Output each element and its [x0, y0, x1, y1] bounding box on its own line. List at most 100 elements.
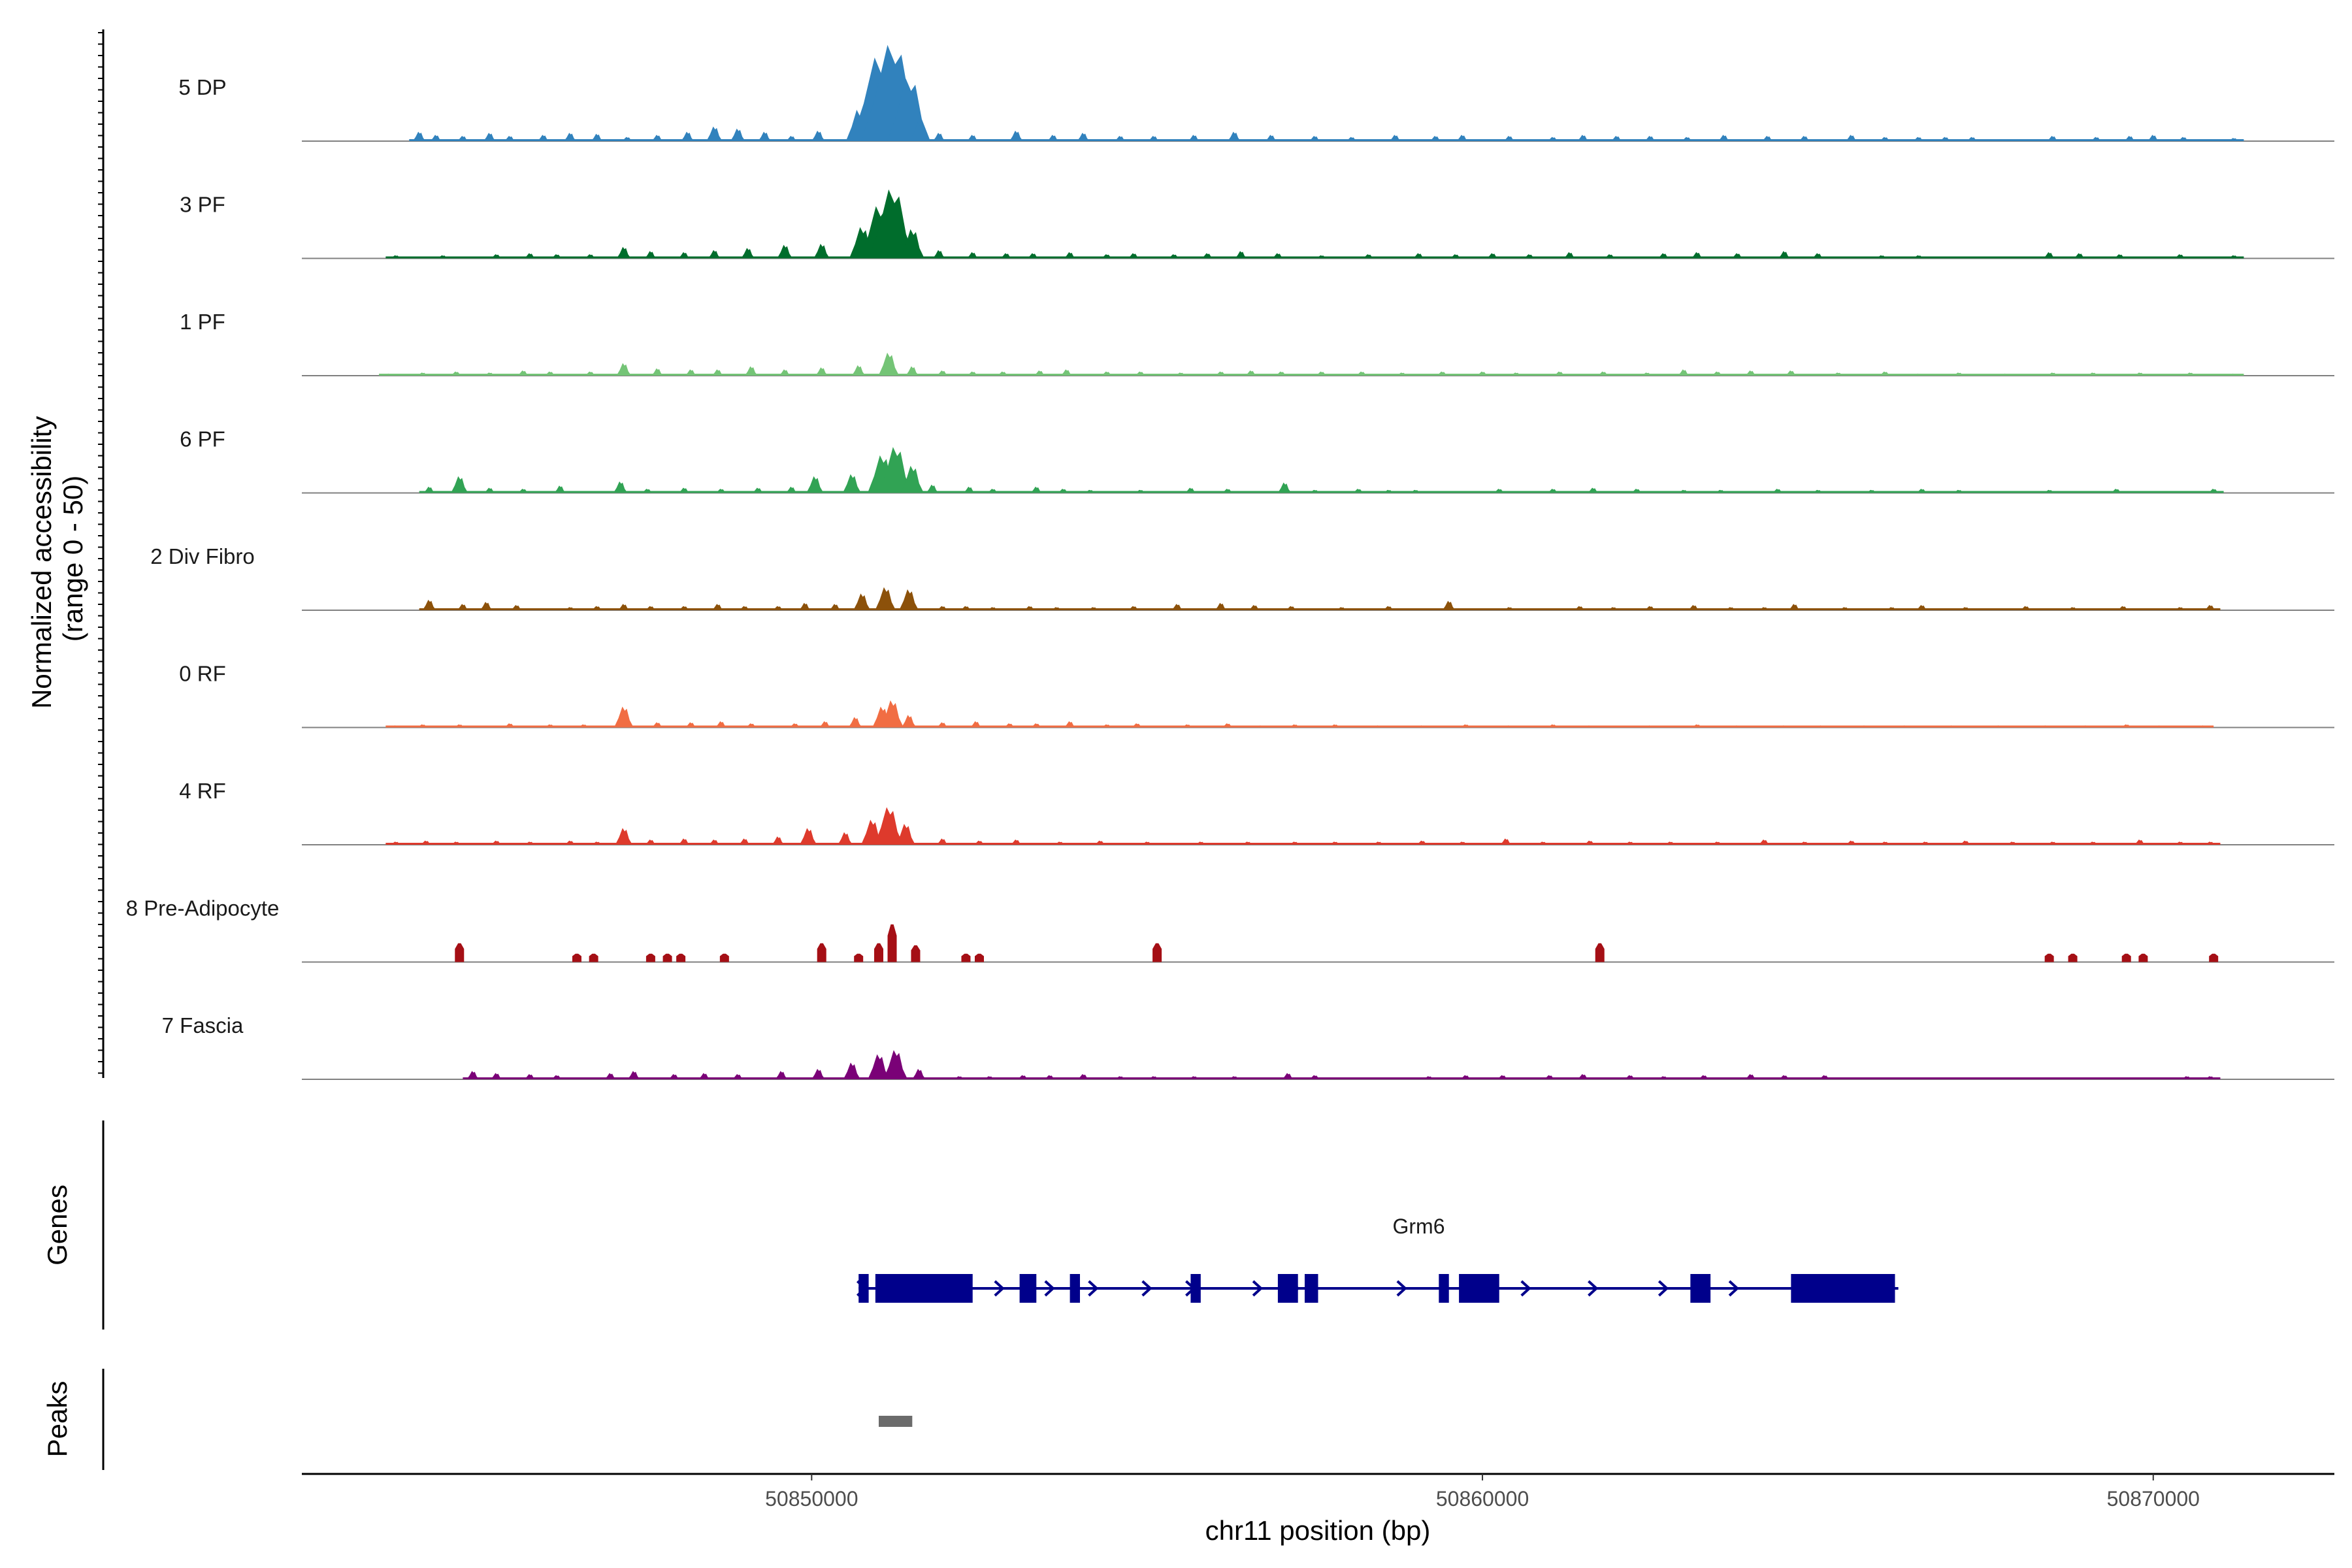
coverage-peak [1456, 135, 1469, 141]
coverage-peak [1460, 1075, 1472, 1079]
coverage-peak [1778, 725, 1791, 728]
coverage-peak [815, 367, 828, 376]
coverage-peak [524, 253, 536, 259]
coverage-peak [1624, 1075, 1636, 1079]
coverage-peak [604, 1073, 617, 1079]
coverage-peak [1785, 370, 1797, 376]
coverage-noise-band [385, 256, 2244, 259]
coverage-peak [524, 1074, 536, 1079]
coverage-peak [1077, 133, 1090, 141]
x-tick-label: 50850000 [765, 1487, 858, 1511]
coverage-peak [1798, 136, 1810, 141]
coverage-peak [1449, 254, 1462, 259]
coverage-peak [1168, 254, 1180, 259]
coverage-peak [813, 244, 830, 259]
coverage-peak [490, 1073, 502, 1079]
coverage-peak [430, 135, 442, 141]
coverage-peak [551, 254, 563, 259]
coverage-peak [806, 476, 824, 493]
coverage-peak [1147, 1076, 1160, 1079]
coverage-peak [564, 133, 577, 141]
coverage-peak [758, 131, 772, 141]
coverage-peak [1017, 1075, 1029, 1079]
coverage-peak [1181, 724, 1194, 728]
coverage-peak [1554, 371, 1566, 376]
coverage-peak [932, 133, 945, 141]
coverage-peak [896, 824, 916, 845]
coverage-peak [1171, 604, 1183, 610]
coverage-peak [578, 724, 590, 728]
coverage-peak [1610, 136, 1623, 141]
strand-arrow [1289, 1280, 1300, 1297]
coverage-peak [668, 1074, 680, 1079]
coverage-peak [1114, 136, 1126, 141]
coverage-peak [676, 953, 686, 962]
gene-exon [1277, 1274, 1298, 1303]
coverage-peak [1744, 1074, 1757, 1079]
coverage-peak [1027, 253, 1039, 259]
coverage-peak [1051, 607, 1063, 610]
coverage-peak [1215, 371, 1227, 376]
coverage-peak [490, 254, 502, 259]
coverage-peak [662, 953, 672, 962]
coverage-peak [970, 721, 982, 728]
coverage-peak [1064, 252, 1076, 259]
coverage-peak [483, 133, 497, 141]
coverage-peak [2117, 606, 2129, 610]
coverage-peak [621, 137, 633, 141]
coverage-peak [875, 587, 896, 610]
coverage-peak [2080, 725, 2093, 728]
coverage-peak [483, 487, 496, 493]
track-4-rf: 4 RF [179, 779, 2334, 845]
coverage-peak [517, 489, 529, 493]
strand-arrow [1520, 1280, 1531, 1297]
coverage-peak [517, 370, 529, 376]
x-tick-label: 50860000 [1436, 1487, 1529, 1511]
coverage-peak [2121, 953, 2131, 962]
coverage-peak [1131, 723, 1143, 728]
x-tick-label: 50870000 [2107, 1487, 2200, 1511]
coverage-peak [2087, 841, 2099, 845]
strand-arrow [1658, 1280, 1669, 1297]
coverage-peak [1788, 604, 1801, 610]
coverage-peak [1644, 725, 1656, 728]
coverage-peak [1221, 723, 1233, 728]
coverage-peak [613, 481, 628, 493]
coverage-peak [1563, 252, 1576, 259]
coverage-peak [853, 593, 871, 610]
coverage-peak [772, 606, 784, 610]
coverage-peak [1577, 135, 1590, 141]
coverage-peak [936, 838, 949, 845]
coverage-peak [584, 371, 596, 376]
coverage-peak [1077, 1074, 1090, 1079]
coverage-peak [752, 487, 764, 493]
coverage-peak [1389, 135, 1401, 141]
coverage-peak [738, 838, 751, 845]
track-label: 8 Pre-Adipocyte [126, 896, 280, 921]
coverage-peak [422, 600, 436, 610]
coverage-peak [1999, 373, 2012, 376]
track-2-div-fibro: 2 Div Fibro [150, 544, 2334, 611]
coverage-peak [2090, 137, 2102, 141]
coverage-peak [685, 722, 697, 728]
coverage-peak [698, 1073, 711, 1079]
coverage-peak [1000, 253, 1013, 259]
peak-region [878, 1416, 913, 1427]
coverage-peak [936, 606, 949, 610]
coverage-peak [1382, 606, 1395, 610]
coverage-peak [2019, 606, 2032, 610]
coverage-peak [2046, 372, 2059, 376]
coverage-peak [584, 254, 596, 259]
coverage-peak [2197, 725, 2210, 728]
coverage-peak [591, 133, 603, 141]
coverage-peak [524, 841, 536, 845]
coverage-peak [880, 700, 904, 728]
coverage-peak [1812, 253, 1824, 259]
coverage-peak [2134, 372, 2146, 376]
coverage-peak [480, 602, 493, 610]
coverage-peak [651, 368, 664, 376]
coverage-peak [1493, 489, 1505, 493]
track-label: 2 Div Fibro [150, 544, 255, 568]
coverage-peak [2120, 724, 2132, 728]
gene-exon [875, 1274, 973, 1303]
